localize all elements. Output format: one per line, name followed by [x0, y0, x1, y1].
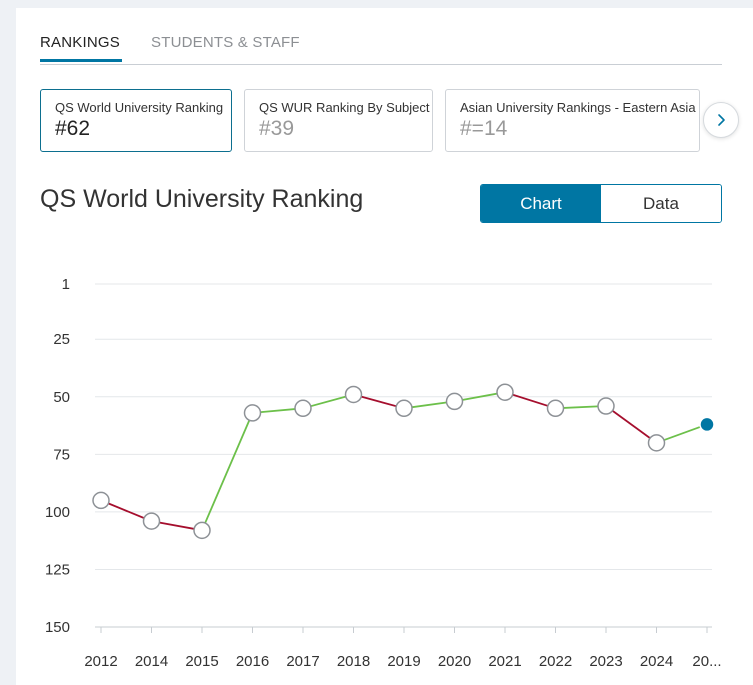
x-tick-label: 20... [692, 653, 721, 670]
next-cards-button[interactable] [703, 102, 739, 138]
view-toggle: Chart Data [480, 184, 722, 223]
x-tick-label: 2023 [589, 653, 622, 670]
chart-title: QS World University Ranking [40, 185, 364, 213]
data-point [344, 385, 363, 404]
x-tick-label: 2020 [438, 653, 471, 670]
x-tick-label: 2021 [488, 653, 521, 670]
data-point [445, 392, 464, 411]
card-title: QS World University Ranking [55, 100, 224, 115]
data-point [243, 404, 262, 422]
data-point [92, 491, 110, 510]
card-value: #39 [259, 117, 295, 140]
series-segment [100, 499, 152, 522]
chevron-right-icon [718, 114, 725, 126]
data-view-button[interactable]: Data [601, 185, 721, 222]
data-point [142, 512, 161, 530]
y-tick-label: 150 [45, 619, 70, 636]
chart-view-button[interactable]: Chart [481, 185, 601, 222]
series-segment [201, 412, 254, 531]
series-segment [656, 423, 708, 444]
data-point [395, 399, 413, 418]
y-tick-label: 100 [45, 504, 70, 521]
ranking-card-by-subject[interactable]: QS WUR Ranking By Subject #39 [244, 89, 433, 152]
active-tab-indicator [40, 59, 122, 62]
data-point [699, 416, 715, 433]
data-point [647, 434, 666, 452]
data-point [294, 399, 312, 418]
x-tick-label: 2022 [539, 653, 572, 670]
card-title: QS WUR Ranking By Subject [259, 100, 430, 115]
tab-students-staff[interactable]: STUDENTS & STAFF [151, 34, 300, 51]
data-point [496, 383, 514, 401]
x-tick-label: 2018 [337, 653, 370, 670]
x-tick-label: 2017 [286, 653, 319, 670]
series-segment [504, 391, 556, 410]
ranking-card-qs-world[interactable]: QS World University Ranking #62 [40, 89, 232, 152]
x-tick-label: 2015 [185, 653, 218, 670]
y-tick-label: 25 [53, 331, 70, 348]
tab-bar: RANKINGS STUDENTS & STAFF [40, 30, 722, 65]
x-tick-label: 2016 [236, 653, 269, 670]
y-tick-label: 1 [62, 276, 70, 293]
series-segment [605, 405, 658, 444]
tab-rankings[interactable]: RANKINGS [40, 34, 120, 51]
x-tick-label: 2012 [84, 653, 117, 670]
data-point [193, 521, 211, 540]
x-tick-label: 2014 [135, 653, 168, 670]
data-point [597, 397, 615, 415]
y-tick-label: 75 [53, 446, 70, 463]
card-value: #=14 [460, 117, 508, 140]
y-tick-label: 50 [53, 389, 70, 406]
x-tick-label: 2019 [387, 653, 420, 670]
card-value: #62 [55, 117, 91, 140]
y-tick-label: 125 [45, 561, 70, 578]
ranking-card-asian[interactable]: Asian University Rankings - Eastern Asia… [445, 89, 700, 152]
x-tick-label: 2024 [640, 653, 673, 670]
data-point [546, 399, 565, 418]
card-title: Asian University Rankings - Eastern Asia [460, 100, 696, 115]
